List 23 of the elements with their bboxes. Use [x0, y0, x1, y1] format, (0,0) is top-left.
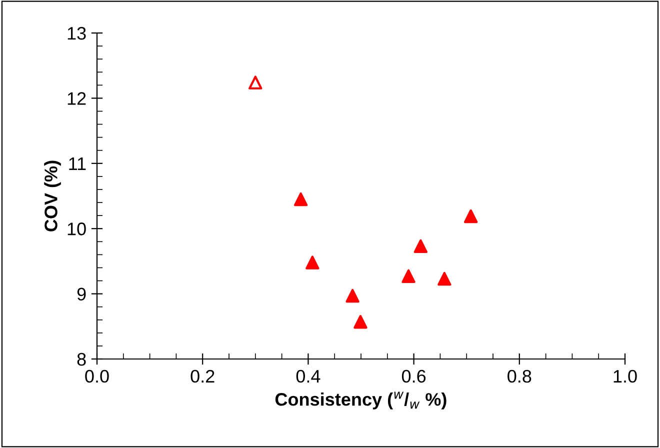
y-tick-label: 13: [68, 26, 86, 40]
y-axis-title: COV (%): [44, 160, 61, 232]
x-axis-title: Consistency ($^{w}$/$_{w}$ %): [275, 392, 446, 410]
x-tick-label: 0.2: [190, 370, 214, 383]
y-tick-label: 12: [68, 92, 86, 105]
point: [464, 209, 478, 224]
point: [248, 76, 262, 90]
x-tick-label: 0.4: [296, 370, 320, 383]
x-tick-label: 0.0: [85, 370, 109, 383]
point: [438, 272, 452, 286]
point: [414, 239, 428, 254]
x-tick-label: 1.0: [614, 370, 637, 383]
y-tick-label: 8: [77, 352, 86, 366]
point: [306, 256, 320, 270]
x-tick-label: 0.8: [508, 370, 532, 383]
y-tick-label: 11: [69, 158, 86, 170]
y-tick-label: 10: [68, 222, 86, 236]
point: [346, 288, 360, 303]
point: [354, 314, 368, 329]
x-tick-label: 0.6: [402, 370, 426, 383]
y-tick-label: 9: [77, 288, 86, 301]
point: [294, 192, 308, 206]
point: [402, 269, 416, 284]
